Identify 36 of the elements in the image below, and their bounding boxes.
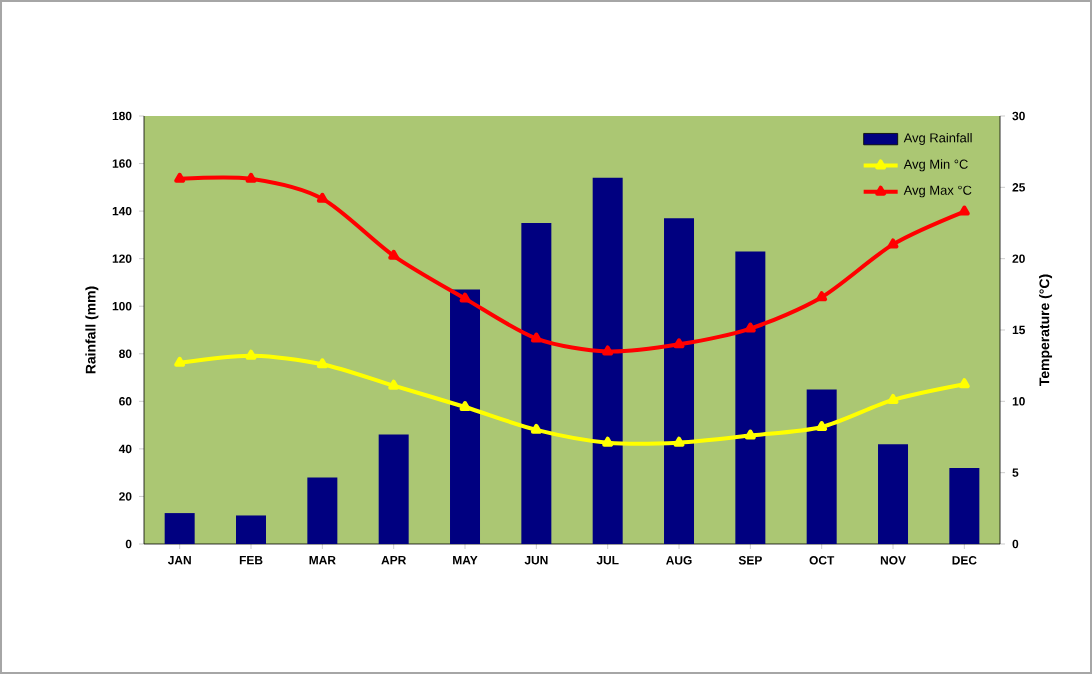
point: [459, 401, 471, 412]
bar: [378, 434, 409, 544]
bar: [806, 389, 837, 544]
bar: [521, 222, 552, 544]
bar: [664, 218, 695, 544]
point: [316, 192, 328, 203]
bar: [949, 467, 980, 544]
point: [887, 238, 899, 249]
point: [388, 379, 400, 390]
point: [530, 332, 542, 343]
bar: [592, 177, 623, 544]
bar: [236, 515, 267, 544]
point: [673, 338, 685, 349]
bar: [735, 251, 766, 544]
point: [174, 356, 186, 367]
point: [958, 205, 970, 216]
point: [673, 436, 685, 447]
point: [816, 421, 828, 432]
point: [174, 172, 186, 183]
point: [744, 429, 756, 440]
point: [602, 436, 614, 447]
point: [316, 358, 328, 369]
bar: [878, 444, 909, 544]
point: [245, 349, 257, 360]
point: [459, 292, 471, 303]
bar: [307, 477, 338, 544]
point: [958, 378, 970, 389]
point: [816, 291, 828, 302]
point: [245, 172, 257, 183]
point: [388, 249, 400, 260]
point: [744, 322, 756, 333]
bar: [450, 289, 481, 544]
point: [887, 393, 899, 404]
bar: [164, 513, 195, 544]
point: [602, 345, 614, 356]
point: [530, 423, 542, 434]
